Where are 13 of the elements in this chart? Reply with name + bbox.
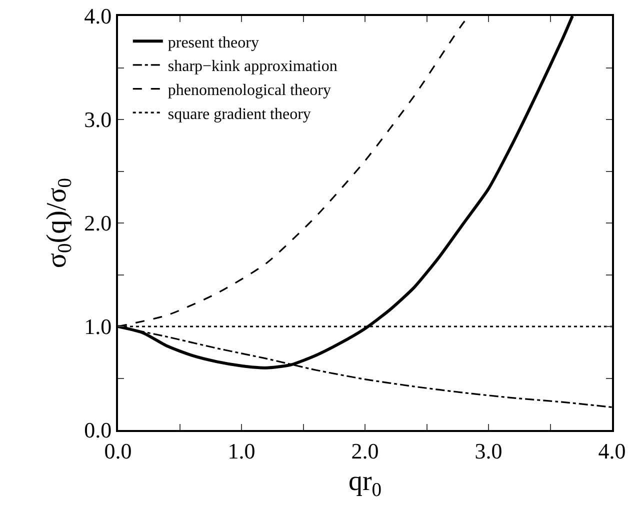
legend-label: sharp−kink approximation <box>168 58 338 76</box>
y-tick-label: 1.0 <box>84 314 112 340</box>
y-tick-label: 3.0 <box>84 107 112 132</box>
y-tick-label: 4.0 <box>84 4 112 29</box>
legend-label: square gradient theory <box>168 106 311 123</box>
x-tick-label: 1.0 <box>228 438 256 464</box>
x-tick-label: 4.0 <box>598 438 626 464</box>
y-tick-label: 2.0 <box>84 210 112 236</box>
x-tick-label: 2.0 <box>351 438 379 464</box>
legend-label: phenomenological theory <box>168 82 331 100</box>
x-axis-title: qr$_{0}$ <box>348 466 382 501</box>
x-tick-label: 3.0 <box>474 438 502 464</box>
legend-label: present theory <box>168 34 259 52</box>
